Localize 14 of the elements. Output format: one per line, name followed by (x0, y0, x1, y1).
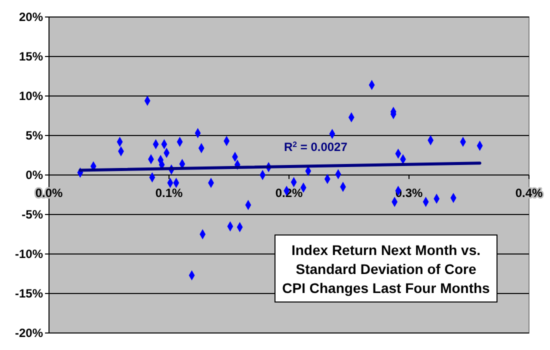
y-tick-label: 5% (26, 128, 44, 143)
y-tick-label: 0% (26, 168, 44, 182)
y-tick-label: -10% (14, 247, 44, 262)
x-tick-label: 0.1% (155, 186, 183, 200)
y-tick-label: 10% (18, 89, 44, 104)
y-tick-label: 15% (18, 50, 44, 64)
y-tick-label: -15% (14, 286, 44, 301)
x-tick-label: 0.2% (275, 186, 303, 200)
y-tick-label: 20% (18, 10, 44, 24)
y-tick-label: -5% (22, 208, 44, 222)
x-tick-label: 0.4% (515, 186, 543, 200)
text: Index Return Next Month vs. Standard Deviation of Core CPI Changes Last Four Months (282, 242, 490, 296)
y-tick-label: -20% (14, 326, 44, 340)
annotation: R$^{2}$ = 0.0027 (284, 140, 348, 154)
